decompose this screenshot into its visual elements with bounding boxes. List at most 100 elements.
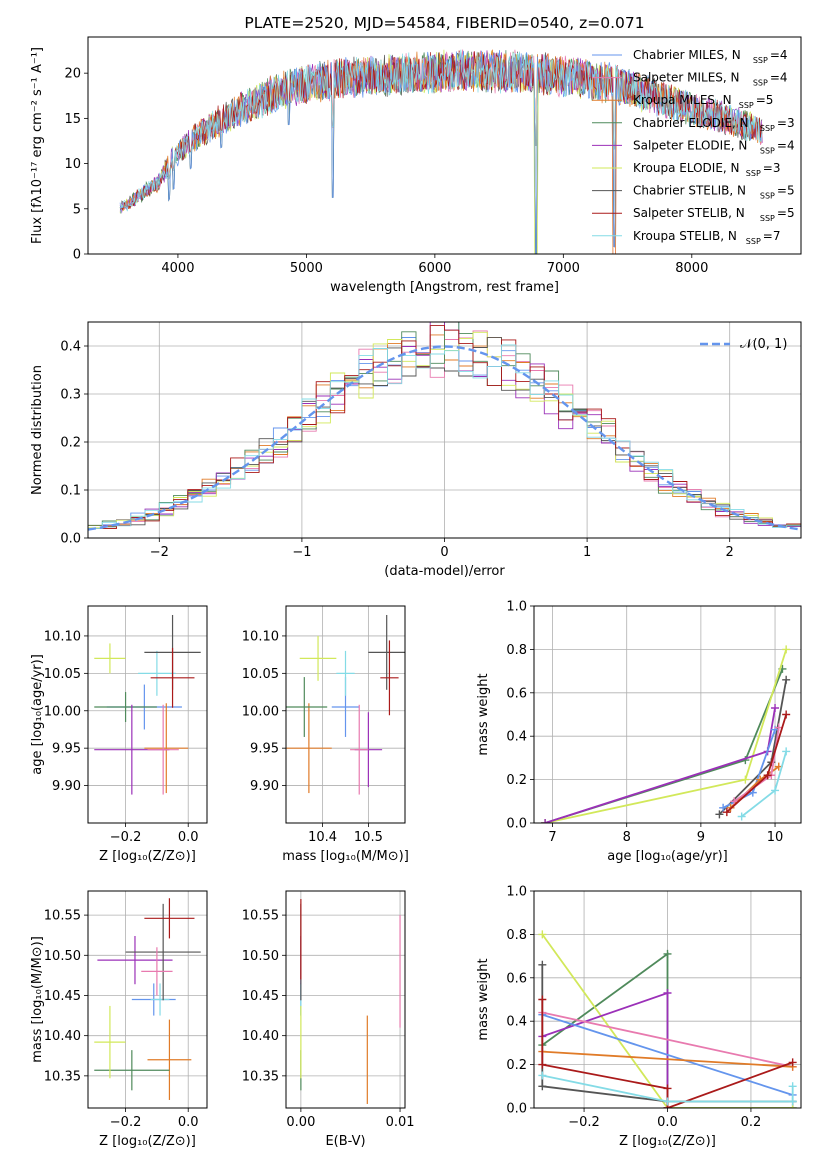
x-axis-label: wavelength [Angstrom, rest frame] — [330, 280, 559, 295]
plus-marker — [782, 675, 791, 684]
y-tick-label: 9.95 — [250, 742, 279, 757]
x-axis-label: (data-model)/error — [384, 564, 505, 579]
plus-marker — [663, 1084, 672, 1093]
plus-marker — [538, 995, 547, 1004]
histogram-step — [88, 322, 801, 527]
y-tick-label: 10.05 — [44, 667, 81, 682]
legend-subscript: SSP — [760, 146, 775, 155]
plot-area — [119, 49, 763, 254]
x-tick-label: 0.0 — [657, 1115, 678, 1130]
axes-frame — [87, 605, 208, 824]
x-tick-label: −1 — [292, 545, 311, 560]
x-tick-label: −2 — [150, 545, 169, 560]
legend-tail: =4 — [770, 48, 788, 62]
x-tick-label: 6000 — [418, 261, 451, 276]
y-tick-label: 10 — [64, 157, 81, 172]
plus-marker — [663, 949, 672, 958]
x-tick-label: 0.2 — [741, 1115, 762, 1130]
y-tick-label: 0.4 — [506, 730, 527, 745]
legend-subscript: SSP — [760, 124, 775, 133]
legend-tail: =3 — [777, 116, 795, 130]
axes-frame — [533, 890, 802, 1109]
plot-area — [94, 898, 201, 1100]
histogram-step — [88, 344, 801, 529]
x-tick-label: 2 — [726, 545, 734, 560]
y-tick-label: 0.8 — [506, 643, 527, 658]
axes-frame — [285, 890, 406, 1109]
legend-label: Kroupa MILES, N — [633, 93, 732, 107]
x-tick-label: 0.0 — [178, 830, 199, 845]
x-tick-label: 9 — [697, 830, 705, 845]
plus-marker — [538, 930, 547, 939]
panel-mass-vs-ebv: 0.00 0.01 10.35 10.40 10.45 10.50 10.55 E(B-V) — [242, 890, 415, 1149]
weight-line — [544, 707, 776, 823]
legend-subscript: SSP — [746, 169, 761, 178]
spectrum-line — [119, 49, 763, 212]
plot-area — [94, 614, 201, 795]
legend-subscript: SSP — [760, 192, 775, 201]
y-axis-label: mass weight — [476, 958, 491, 1040]
y-axis-label: mass weight — [476, 673, 491, 755]
y-tick-label: 0.4 — [506, 1015, 527, 1030]
plus-marker — [719, 803, 728, 812]
plot-area — [538, 930, 797, 1108]
y-tick-label: 0.0 — [506, 817, 527, 832]
y-tick-label: 10.35 — [44, 1069, 81, 1084]
weight-line — [542, 1011, 793, 1068]
y-tick-label: 0.6 — [506, 686, 527, 701]
y-tick-label: 20 — [64, 67, 81, 82]
plus-marker — [788, 1058, 797, 1067]
plus-marker — [741, 775, 750, 784]
legend-tail: =5 — [756, 93, 774, 107]
normal-curve — [88, 345, 801, 531]
panel-mass-vs-z: −0.2 0.0 10.35 10.40 10.45 10.50 10.55 Z [log₁₀… — [30, 890, 208, 1149]
x-axis-label: E(B-V) — [325, 1134, 365, 1149]
axes-frame — [87, 890, 208, 1109]
y-tick-label: 0 — [73, 248, 81, 263]
y-tick-label: 10.50 — [242, 949, 279, 964]
panel-weight-vs-age: 7 8 9 10 0.0 0.2 0.4 0.6 0.8 1.0 age [log₁₀(age/yr… — [476, 600, 802, 864]
axes-frame — [87, 321, 802, 539]
x-tick-label: 8000 — [675, 261, 708, 276]
legend-subscript: SSP — [739, 101, 754, 110]
y-tick-label: 0.2 — [60, 436, 81, 451]
legend-subscript: SSP — [753, 79, 768, 88]
y-tick-label: 10.45 — [242, 989, 279, 1004]
plus-marker — [788, 1082, 797, 1091]
x-tick-label: 0.01 — [386, 1115, 415, 1130]
x-tick-label: −0.2 — [110, 830, 142, 845]
plot-area — [300, 899, 401, 1104]
weight-line — [541, 933, 793, 1108]
x-tick-label: −0.2 — [568, 1115, 600, 1130]
plus-marker — [722, 808, 731, 817]
plus-marker — [538, 1071, 547, 1080]
plus-marker — [782, 710, 791, 719]
panel-age-vs-z: −0.2 0.0 9.90 9.95 10.00 10.05 10.10 Z [log₁₀(Z… — [30, 605, 208, 864]
panel-weight-vs-z: −0.2 0.0 0.2 0.0 0.2 0.4 0.6 0.8 1.0 Z [log₁₀(Z/Z… — [476, 885, 802, 1149]
x-tick-label: 10.5 — [354, 830, 383, 845]
y-tick-label: 0.3 — [60, 388, 81, 403]
y-tick-label: 9.90 — [250, 779, 279, 794]
plus-marker — [663, 988, 672, 997]
y-tick-label: 0.2 — [506, 773, 527, 788]
spectrum-line — [119, 50, 763, 211]
weight-line — [542, 1013, 793, 1096]
legend-subscript: SSP — [746, 237, 761, 246]
x-tick-label: 0.00 — [286, 1115, 315, 1130]
legend-subscript: SSP — [760, 214, 775, 223]
x-tick-label: −0.2 — [110, 1115, 142, 1130]
legend-label: Chabrier ELODIE, N — [633, 116, 749, 130]
y-axis-label: Flux [fλ10⁻¹⁷ erg cm⁻² s⁻¹ A⁻¹] — [30, 47, 45, 244]
y-tick-label: 10.40 — [242, 1029, 279, 1044]
plus-marker — [782, 747, 791, 756]
plus-marker — [541, 819, 550, 823]
plot-area — [88, 322, 801, 531]
legend-label: Salpeter STELIB, N — [633, 206, 745, 220]
legend-label: 𝒩(0, 1) — [740, 337, 787, 352]
x-axis-label: age [log₁₀(age/yr)] — [607, 849, 728, 864]
y-tick-label: 10.55 — [44, 909, 81, 924]
y-tick-label: 10.45 — [44, 989, 81, 1004]
y-tick-label: 10.55 — [242, 909, 279, 924]
y-tick-label: 0.0 — [506, 1102, 527, 1117]
